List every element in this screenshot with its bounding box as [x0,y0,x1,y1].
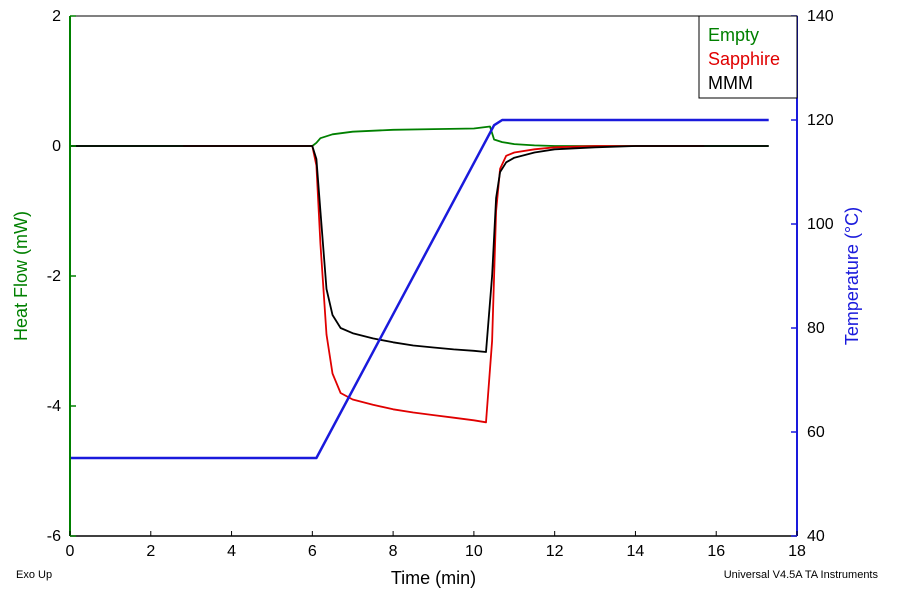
x-tick-label: 2 [146,543,155,560]
x-tick-label: 10 [465,543,483,560]
y-left-tick-label: 0 [52,138,61,155]
series-line-mmm [70,145,769,353]
legend-entry-mmm: MMM [708,73,753,93]
y-left-axis-title: Heat Flow (mW) [11,211,31,341]
y-left-tick-label: 2 [52,8,61,25]
y-right-axis-title: Temperature (°C) [842,207,862,345]
legend-entry-empty: Empty [708,25,759,45]
y-right-tick-label: 40 [807,528,825,545]
y-left-tick-label: -6 [47,528,61,545]
y-right-tick-label: 60 [807,424,825,441]
legend-entry-sapphire: Sapphire [708,49,780,69]
x-tick-label: 8 [389,543,398,560]
x-tick-label: 0 [66,543,75,560]
software-version-note: Universal V4.5A TA Instruments [724,569,879,581]
legend: Empty Sapphire MMM [698,15,798,99]
x-tick-label: 4 [227,543,236,560]
series-line-temperature [70,118,769,460]
x-tick-label: 14 [627,543,645,560]
y-right-tick-label: 100 [807,216,834,233]
x-tick-label: 18 [788,543,806,560]
y-right-tick-label: 140 [807,8,834,25]
x-tick-label: 6 [308,543,317,560]
x-axis-title: Time (min) [391,568,476,588]
y-right-tick-label: 80 [807,320,825,337]
legend-frame [698,15,798,99]
exo-up-note: Exo Up [16,569,52,581]
series-line-sapphire [183,145,705,424]
y-left-tick-label: -4 [47,398,61,415]
x-tick-label: 12 [546,543,564,560]
y-right-tick-label: 120 [807,112,834,129]
x-tick-label: 16 [707,543,725,560]
y-left-tick-label: -2 [47,268,61,285]
series-line-empty [70,125,769,147]
